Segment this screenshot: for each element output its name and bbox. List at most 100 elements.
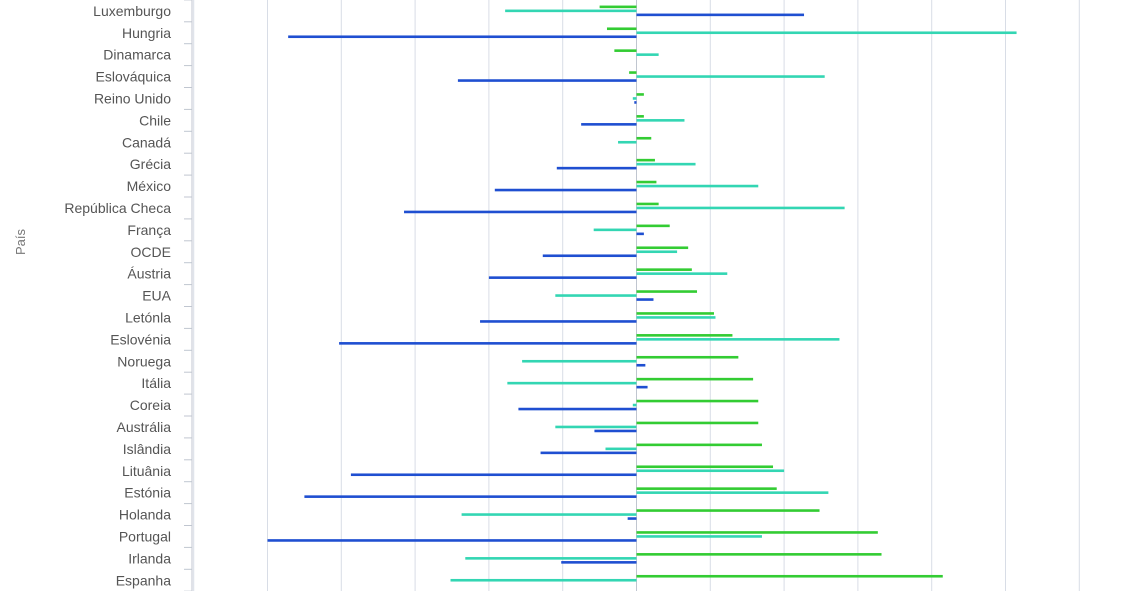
bar-blue: [542, 254, 637, 258]
category-label: Itália: [141, 375, 171, 391]
category-label: Grécia: [130, 156, 171, 172]
bar-blue: [561, 561, 637, 564]
bar-teal: [465, 557, 637, 560]
bar-green: [636, 158, 655, 162]
bar-green: [599, 5, 637, 9]
bar-green: [636, 487, 777, 490]
bar-blue: [636, 385, 648, 389]
bar-green: [636, 421, 759, 425]
bar-blue: [288, 35, 637, 39]
bar-teal: [605, 447, 637, 451]
bar-teal: [636, 338, 840, 341]
bar-teal: [555, 294, 637, 297]
bar-teal: [636, 316, 716, 319]
bar-teal: [636, 184, 759, 188]
category-label: Eslováquica: [96, 69, 172, 85]
bar-blue: [594, 429, 637, 433]
bar-green: [636, 202, 659, 206]
category-label: França: [127, 222, 171, 238]
bar-green: [636, 93, 644, 96]
bar-teal: [522, 359, 637, 363]
category-label: Reino Unido: [94, 90, 171, 106]
bar-teal: [632, 97, 637, 100]
bars: [267, 5, 1017, 582]
category-label: Hungria: [122, 25, 171, 41]
category-label: Eslovénia: [110, 331, 171, 347]
category-label: Estónia: [124, 485, 171, 501]
bar-teal: [593, 228, 637, 232]
bar-green: [636, 574, 943, 578]
bar-teal: [505, 9, 637, 13]
bar-blue: [350, 473, 637, 477]
bar-green: [636, 136, 652, 140]
category-label: República Checa: [64, 200, 171, 216]
bar-green: [636, 399, 759, 403]
bar-blue: [339, 342, 637, 345]
category-label: Portugal: [119, 528, 171, 544]
bar-blue: [634, 101, 637, 104]
bar-green: [636, 115, 644, 118]
bar-green: [636, 290, 698, 293]
bar-blue: [304, 495, 637, 498]
bar-teal: [636, 250, 678, 254]
category-label: Holanda: [119, 507, 171, 523]
bar-green: [636, 465, 774, 469]
bar-green: [636, 246, 689, 250]
bar-teal: [618, 140, 637, 144]
bar-teal: [636, 206, 845, 210]
bar-blue: [518, 407, 637, 411]
category-label: Dinamarca: [103, 47, 171, 63]
category-label: Noruega: [117, 353, 171, 369]
bar-teal: [636, 119, 685, 122]
category-label: Luxemburgo: [93, 3, 171, 19]
category-label: OCDE: [131, 244, 171, 260]
bar-blue: [494, 188, 637, 192]
category-label: Coreia: [130, 397, 171, 413]
bar-green: [636, 312, 714, 315]
category-label: Áustria: [127, 266, 171, 282]
bar-green: [629, 71, 637, 74]
bar-blue: [404, 210, 637, 214]
bar-teal: [461, 513, 637, 516]
bar-green: [614, 49, 637, 52]
bar-green: [636, 531, 878, 534]
bar-green: [636, 443, 762, 447]
bar-teal: [450, 578, 637, 582]
bar-green: [636, 268, 692, 271]
bar-teal: [636, 469, 785, 473]
bar-green: [636, 509, 820, 512]
bar-green: [636, 553, 882, 556]
y-axis-title: País: [13, 228, 28, 255]
bar-teal: [636, 491, 829, 494]
bar-teal: [636, 162, 696, 166]
bar-teal: [632, 403, 637, 407]
bar-teal: [636, 53, 659, 56]
category-label: Chile: [139, 112, 171, 128]
bar-blue: [480, 320, 637, 323]
bar-blue: [488, 276, 637, 279]
bar-green: [636, 180, 657, 184]
bar-teal: [636, 535, 762, 538]
category-label: Letónla: [125, 309, 171, 325]
bar-blue: [627, 517, 637, 520]
bar-green: [606, 27, 637, 31]
bar-green: [636, 355, 739, 359]
bar-blue: [556, 166, 637, 170]
category-label: EUA: [142, 288, 171, 304]
category-label: México: [127, 178, 172, 194]
bar-green: [636, 377, 754, 381]
category-label: Espanha: [116, 572, 171, 588]
category-label: Lituânia: [122, 463, 171, 479]
bar-blue: [636, 232, 644, 236]
bar-teal: [636, 31, 1017, 35]
bar-blue: [636, 13, 805, 17]
bar-blue: [540, 451, 637, 455]
bar-blue: [636, 298, 654, 301]
category-label: Islândia: [123, 441, 171, 457]
category-label: Canadá: [122, 134, 171, 150]
category-label: Austrália: [117, 419, 172, 435]
bar-teal: [636, 272, 728, 275]
bar-teal: [555, 425, 637, 429]
bar-teal: [636, 75, 825, 78]
